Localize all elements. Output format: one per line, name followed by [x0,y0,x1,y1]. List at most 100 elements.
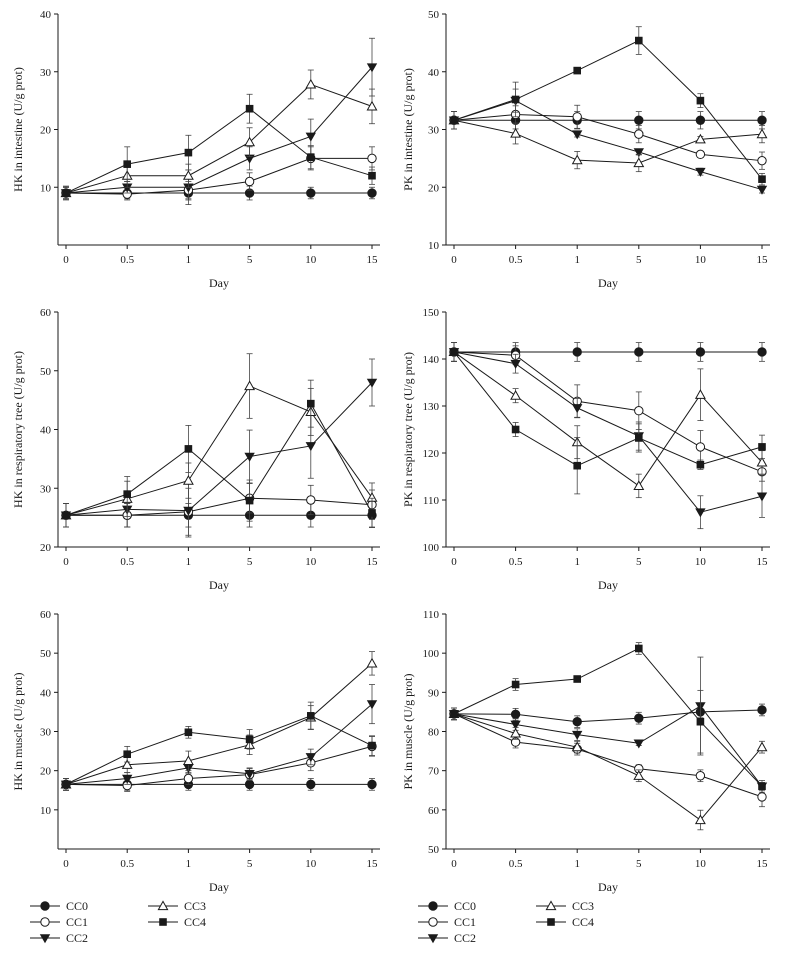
y-tick-label: 60 [40,609,52,621]
data-point [633,148,644,158]
y-tick-label: 70 [428,766,440,778]
series-line [65,662,373,785]
data-point [184,728,193,737]
x-tick-label: 0.5 [120,556,134,568]
y-tick-label: 90 [428,687,440,699]
y-tick-label: 20 [40,766,52,778]
data-point [306,188,316,198]
series-line [453,647,763,787]
series-line [453,351,763,487]
x-axis-label: Day [209,880,229,894]
legend-label: CC2 [66,931,88,945]
x-tick-label: 0.5 [509,858,523,870]
data-point [634,129,644,139]
data-point [572,112,582,122]
x-tick-label: 0.5 [509,556,523,568]
data-point [305,132,316,142]
legend-label: CC2 [454,931,476,945]
legend-2: CC0 CC1 CC2 CC3 CC4 [418,899,594,945]
data-point [511,425,520,434]
series-cc0 [61,185,377,201]
y-tick-label: 40 [428,67,440,79]
y-tick-label: 100 [423,648,440,660]
series-cc4 [450,642,766,793]
series-cc1 [61,483,377,536]
y-axis-label: HK in intestine (U/g prot) [11,67,25,192]
data-point [633,480,645,490]
y-tick-label: 10 [40,805,52,817]
y-tick-label: 60 [428,805,440,817]
legend-item-cc4: CC4 [148,915,206,929]
x-tick-label: 10 [695,254,707,266]
data-point [184,148,193,157]
series-cc4 [62,379,376,529]
legend-item-cc1: CC1 [30,915,88,929]
series-line [453,709,763,723]
data-point [511,680,520,689]
data-point [245,496,254,505]
series-line [65,157,372,195]
data-point [757,115,767,125]
data-point [757,705,767,715]
series-line [453,713,763,798]
y-tick-label: 40 [40,687,52,699]
data-point [695,771,706,781]
data-point [695,115,706,125]
data-point [635,644,643,653]
data-point [450,710,458,718]
legend-1: CC0 CC1 CC2 CC3 CC4 [30,899,206,945]
data-point [123,750,131,759]
legend-marker [157,900,169,911]
data-point [572,347,582,357]
x-tick-label: 10 [695,858,707,870]
data-point [305,78,317,89]
data-point [573,66,581,75]
series-cc2 [448,88,768,195]
data-point [758,782,766,791]
data-point [572,730,583,740]
x-tick-label: 1 [186,556,192,568]
series-line [65,382,373,516]
series-line [453,351,763,513]
data-point [757,347,767,357]
data-point [510,727,522,738]
x-tick-label: 1 [186,858,192,870]
legend-item-cc3: CC3 [536,899,594,913]
x-tick-label: 15 [757,556,769,568]
x-tick-label: 5 [247,858,253,870]
data-point [307,153,315,162]
series-line [453,705,763,787]
data-point [62,511,70,520]
data-point [633,739,644,749]
x-tick-label: 0 [63,858,69,870]
series-line [66,497,373,516]
data-point [366,63,378,73]
y-tick-label: 20 [428,182,440,194]
x-tick-label: 10 [305,556,317,568]
data-point [368,741,376,750]
series-cc3 [60,651,378,791]
y-tick-label: 150 [423,307,440,319]
series-cc3 [448,707,768,831]
data-point [123,160,131,168]
y-tick-label: 30 [40,727,52,739]
legend-item-cc2: CC2 [418,931,476,945]
series-line [65,715,373,785]
data-point [633,157,645,168]
data-point [123,490,131,498]
series-cc2 [60,358,378,538]
data-point [244,770,255,780]
series-cc1 [61,736,377,792]
legend-item-cc1: CC1 [418,915,476,929]
legend-label: CC4 [184,915,206,929]
data-point [511,95,520,104]
series-cc2 [60,684,378,791]
data-point [571,741,583,752]
x-axis-label: Day [209,578,229,592]
legend-marker [428,917,438,927]
data-point [573,461,581,470]
series-line [65,385,373,516]
x-tick-label: 0 [451,254,457,266]
series-cc2 [60,37,378,205]
